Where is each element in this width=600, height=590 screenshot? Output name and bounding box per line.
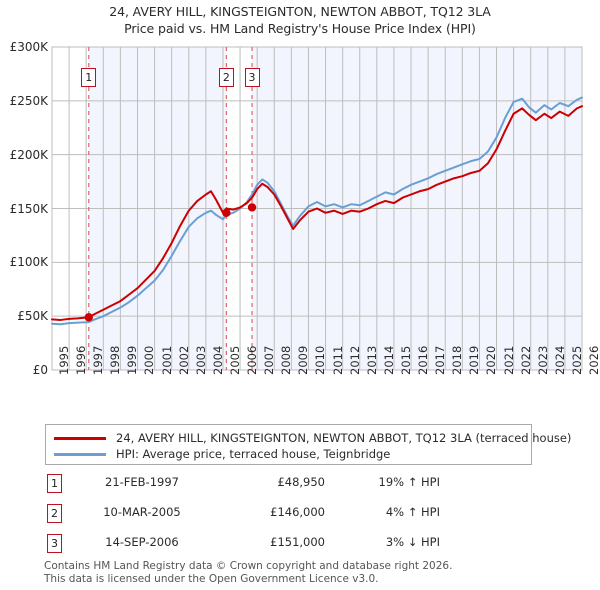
x-axis-tick-label: 2012 bbox=[347, 345, 362, 375]
x-axis-tick-label: 2013 bbox=[364, 345, 379, 375]
x-axis-tick-label: 2015 bbox=[398, 345, 413, 375]
y-axis-tick-label: £300K bbox=[9, 40, 48, 54]
x-axis-tick-label: 2026 bbox=[587, 345, 600, 375]
transaction-date-2: 10-MAR-2005 bbox=[103, 505, 181, 519]
y-axis-tick-label: £150K bbox=[9, 201, 48, 216]
x-axis-tick-label: 2023 bbox=[535, 345, 550, 375]
chart-title-line-1: 24, AVERY HILL, KINGSTEIGNTON, NEWTON AB… bbox=[109, 4, 491, 19]
event-marker-badge-1: 1 bbox=[81, 68, 97, 87]
table-row: 2 10-MAR-2005 £146,000 4% ↑ HPI bbox=[45, 504, 465, 530]
x-axis-tick-label: 2002 bbox=[176, 345, 191, 375]
x-axis-tick-label: 2008 bbox=[279, 345, 294, 375]
x-axis-tick-label: 2010 bbox=[313, 345, 328, 375]
x-axis-tick-label: 2005 bbox=[227, 345, 242, 375]
x-axis-tick-label: 2018 bbox=[450, 345, 465, 375]
y-axis-tick-label: £250K bbox=[9, 93, 48, 108]
x-axis-tick-label: 1999 bbox=[125, 345, 140, 375]
copyright-line-1: Contains HM Land Registry data © Crown c… bbox=[44, 560, 453, 572]
x-axis-tick-label: 2019 bbox=[467, 345, 482, 375]
table-row: 3 14-SEP-2006 £151,000 3% ↓ HPI bbox=[45, 534, 465, 560]
x-axis-tick-label: 1997 bbox=[91, 345, 106, 375]
x-axis-tick-label: 2024 bbox=[552, 345, 567, 375]
transaction-price-3: £151,000 bbox=[270, 535, 325, 549]
transaction-price-2: £146,000 bbox=[270, 505, 325, 519]
legend-item-property: 24, AVERY HILL, KINGSTEIGNTON, NEWTON AB… bbox=[54, 430, 571, 446]
x-axis-tick-label: 2009 bbox=[296, 345, 311, 375]
x-axis-tick-label: 1996 bbox=[74, 345, 89, 375]
x-axis-tick-label: 2014 bbox=[381, 345, 396, 375]
transaction-hpi-delta-2: 4% ↑ HPI bbox=[385, 505, 440, 519]
x-axis-tick-label: 2020 bbox=[484, 345, 499, 375]
transaction-badge-3: 3 bbox=[47, 534, 62, 553]
chart-title: 24, AVERY HILL, KINGSTEIGNTON, NEWTON AB… bbox=[0, 3, 600, 37]
x-axis-tick-label: 2007 bbox=[262, 345, 277, 375]
transaction-price-1: £48,950 bbox=[277, 475, 325, 489]
chart-legend: 24, AVERY HILL, KINGSTEIGNTON, NEWTON AB… bbox=[45, 424, 571, 465]
x-axis-tick-label: 2001 bbox=[159, 345, 174, 375]
copyright-line-2: This data is licensed under the Open Gov… bbox=[44, 572, 379, 585]
x-axis-tick-label: 2025 bbox=[569, 345, 584, 375]
legend-label-hpi: HPI: Average price, terraced house, Teig… bbox=[116, 447, 391, 461]
x-axis-tick-label: 2003 bbox=[193, 345, 208, 375]
line-swatch-red-icon bbox=[54, 437, 106, 440]
transaction-hpi-delta-3: 3% ↓ HPI bbox=[385, 535, 440, 549]
table-row: 1 21-FEB-1997 £48,950 19% ↑ HPI bbox=[45, 474, 465, 500]
x-axis-tick-label: 2006 bbox=[245, 345, 260, 375]
transaction-date-1: 21-FEB-1997 bbox=[105, 475, 179, 489]
x-axis-tick-label: 2017 bbox=[433, 345, 448, 375]
chart-title-line-2: Price paid vs. HM Land Registry's House … bbox=[124, 21, 476, 36]
line-swatch-blue-icon bbox=[54, 453, 106, 456]
y-axis-tick-label: £200K bbox=[9, 147, 48, 162]
transaction-date-3: 14-SEP-2006 bbox=[105, 535, 179, 549]
x-axis-tick-label: 1998 bbox=[108, 345, 123, 375]
y-axis-tick-label: £50K bbox=[17, 309, 48, 324]
y-axis-tick-label: £100K bbox=[9, 255, 48, 270]
event-marker-badge-2: 2 bbox=[218, 68, 234, 87]
x-axis-tick-label: 2011 bbox=[330, 345, 345, 375]
transaction-badge-1: 1 bbox=[47, 474, 62, 493]
x-axis-tick-label: 2016 bbox=[416, 345, 431, 375]
transaction-badge-2: 2 bbox=[47, 504, 62, 523]
legend-label-property: 24, AVERY HILL, KINGSTEIGNTON, NEWTON AB… bbox=[116, 431, 572, 445]
transaction-hpi-delta-1: 19% ↑ HPI bbox=[378, 475, 440, 489]
event-marker-badge-3: 3 bbox=[244, 68, 260, 87]
x-axis-tick-label: 2022 bbox=[518, 345, 533, 375]
copyright-footer: Contains HM Land Registry data © Crown c… bbox=[44, 560, 584, 585]
y-axis-tick-label: £0 bbox=[32, 363, 48, 377]
x-axis-tick-label: 2004 bbox=[210, 345, 225, 375]
x-axis-tick-label: 2021 bbox=[501, 345, 516, 375]
x-axis-tick-label: 1995 bbox=[57, 345, 71, 375]
x-axis-tick-label: 2000 bbox=[142, 345, 157, 375]
legend-item-hpi: HPI: Average price, terraced house, Teig… bbox=[54, 446, 524, 462]
